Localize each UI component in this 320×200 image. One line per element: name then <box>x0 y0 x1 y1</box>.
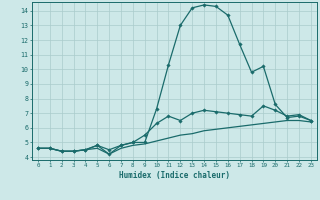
X-axis label: Humidex (Indice chaleur): Humidex (Indice chaleur) <box>119 171 230 180</box>
